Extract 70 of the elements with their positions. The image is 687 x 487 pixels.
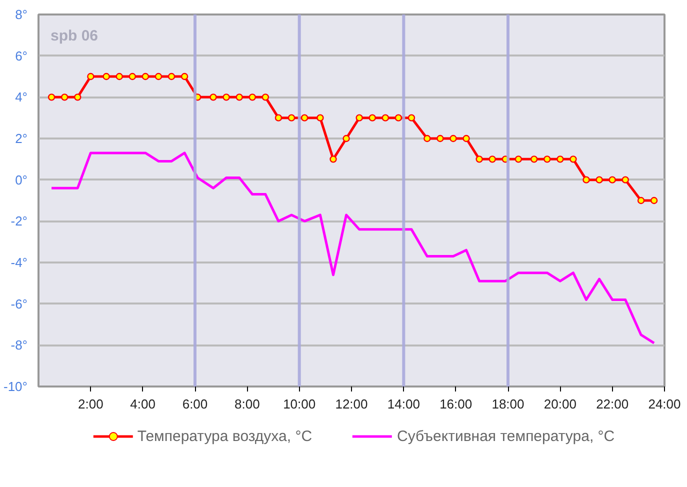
- point: [288, 114, 296, 122]
- point: [48, 94, 56, 101]
- point: [368, 114, 376, 122]
- point: [168, 72, 176, 80]
- point: [382, 114, 390, 122]
- legend-label: Субъективная температура, °C: [397, 428, 615, 444]
- x-tick-label: 22:00: [596, 396, 629, 412]
- line-series: [50, 152, 656, 344]
- x-tick-label: 6:00: [182, 396, 208, 412]
- point: [394, 114, 402, 122]
- point: [316, 114, 324, 122]
- x-tick-label: 18:00: [492, 396, 524, 412]
- x-tick-label: 24:00: [648, 396, 681, 412]
- point: [102, 72, 110, 80]
- y-tick-label: 6°: [15, 48, 28, 64]
- point: [142, 72, 150, 80]
- x-tick-label: 2:00: [78, 396, 104, 412]
- point: [274, 114, 282, 122]
- point: [596, 176, 603, 184]
- point: [60, 94, 68, 101]
- x-tick-label: 14:00: [387, 396, 420, 412]
- point: [236, 94, 243, 101]
- point: [608, 176, 616, 184]
- point: [622, 176, 629, 184]
- point: [544, 156, 551, 163]
- y-tick-label: 2°: [15, 131, 28, 146]
- point: [556, 156, 564, 163]
- point: [87, 72, 94, 80]
- y-tick-label: -2°: [10, 214, 28, 229]
- x-tick-label: 8:00: [234, 396, 260, 412]
- point: [436, 134, 444, 142]
- y-tick-label: -6°: [10, 296, 28, 312]
- y-tick-label: 0°: [15, 172, 28, 188]
- x-tick-label: 16:00: [440, 396, 472, 412]
- point: [300, 114, 308, 122]
- point: [650, 196, 658, 204]
- point: [488, 156, 496, 163]
- y-tick-label: -10°: [4, 379, 28, 394]
- point: [514, 156, 522, 163]
- point: [356, 114, 363, 122]
- point: [222, 94, 230, 101]
- point: [476, 156, 483, 163]
- point: [450, 134, 457, 142]
- point: [330, 156, 337, 163]
- point: [262, 94, 270, 101]
- point: [408, 114, 416, 122]
- point: [74, 94, 82, 101]
- point: [637, 196, 645, 204]
- point: [180, 72, 188, 80]
- y-tick-label: 4°: [15, 90, 28, 105]
- y-tick-label: 8°: [15, 7, 28, 22]
- x-tick-label: 20:00: [544, 396, 576, 412]
- x-tick-label: 12:00: [335, 396, 368, 412]
- point: [248, 94, 256, 101]
- point: [424, 134, 431, 142]
- x-tick-label: 4:00: [130, 396, 156, 412]
- point: [154, 72, 162, 80]
- y-tick-label: -4°: [10, 255, 28, 270]
- x-tick-label: 10:00: [283, 396, 316, 412]
- point: [116, 72, 123, 80]
- point: [570, 156, 577, 163]
- annotation: spb 06: [50, 28, 98, 44]
- point: [530, 156, 538, 163]
- point: [462, 134, 470, 142]
- y-tick-label: -8°: [10, 338, 28, 353]
- point: [342, 134, 350, 142]
- point: [128, 72, 136, 80]
- legend-label: Температура воздуха, °C: [137, 428, 312, 444]
- point: [582, 176, 590, 184]
- point: [210, 94, 217, 101]
